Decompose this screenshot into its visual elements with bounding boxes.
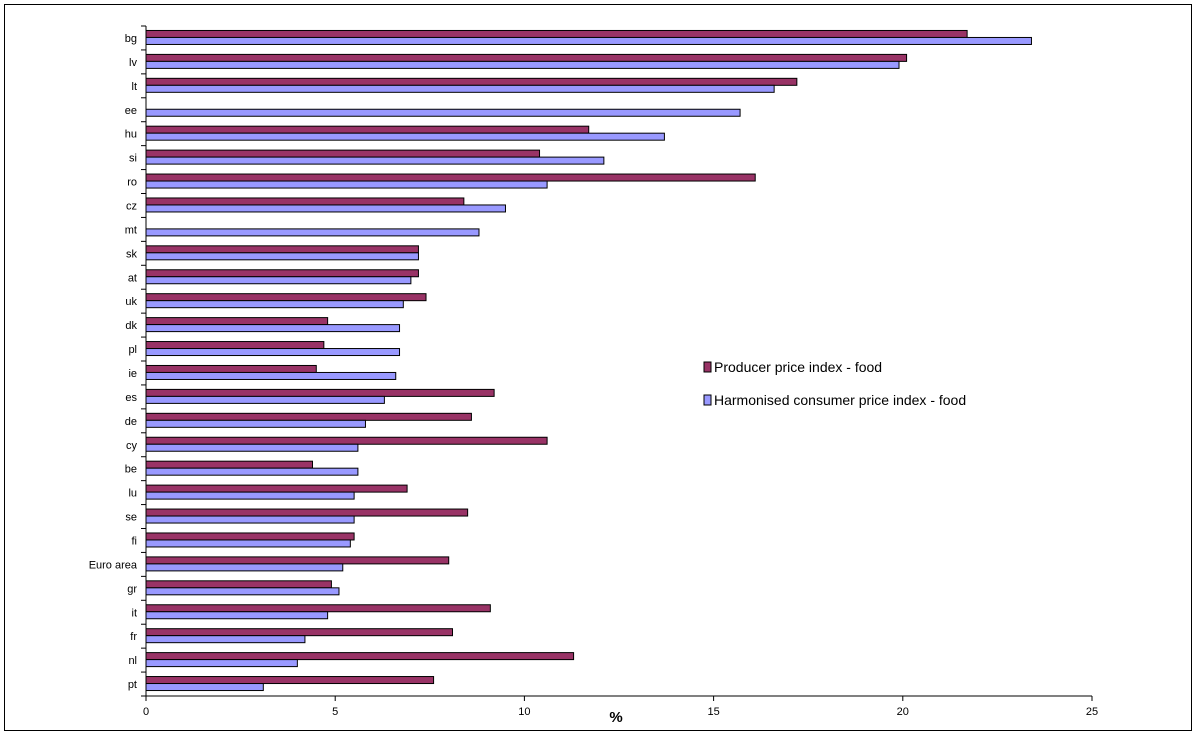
- bar-ppi-sk: [145, 245, 419, 254]
- bar-hicp-se: [145, 515, 355, 524]
- bar-ppi-se: [145, 508, 469, 517]
- bars-group: [145, 29, 1032, 692]
- category-label: fi: [132, 535, 138, 547]
- category-label: cz: [126, 200, 137, 212]
- x-tick-label: 5: [332, 706, 338, 718]
- bar-hicp-fr: [145, 635, 306, 644]
- x-tick-label: 15: [707, 706, 719, 718]
- bar-hicp-ro: [145, 180, 548, 189]
- bar-hicp-cz: [145, 204, 506, 213]
- x-axis-label: %: [609, 709, 622, 726]
- bar-ppi-si: [145, 149, 541, 158]
- bar-hicp-fi: [145, 539, 351, 548]
- bar-hicp-uk: [145, 300, 404, 309]
- bar-ppi-cy: [145, 436, 548, 445]
- bar-ppi-be: [145, 460, 313, 469]
- category-label: Euro area: [89, 559, 138, 571]
- bar-ppi-lv: [145, 53, 908, 62]
- labels-group: bg lv lt ee hu si ro cz mt sk at uk dk pl ie es de cy be lu…: [89, 33, 1098, 726]
- category-label: dk: [125, 320, 137, 332]
- x-tick-label: 0: [143, 706, 149, 718]
- category-label: be: [125, 464, 137, 476]
- category-label: es: [125, 392, 137, 404]
- category-label: si: [129, 153, 137, 165]
- bar-ppi-it: [145, 604, 491, 613]
- bar-ppi-fi: [145, 532, 355, 541]
- bar-hicp-pt: [145, 683, 264, 692]
- category-label: lt: [132, 81, 138, 93]
- category-label: cy: [126, 440, 138, 452]
- bar-ppi-at: [145, 269, 419, 278]
- category-label: lv: [129, 57, 137, 69]
- bar-ppi-lt: [145, 77, 798, 86]
- x-tick-label: 25: [1086, 706, 1098, 718]
- category-label: ie: [128, 368, 137, 380]
- category-label: ee: [125, 105, 137, 117]
- category-label: hu: [125, 129, 137, 141]
- category-label: gr: [127, 583, 137, 595]
- category-label: at: [128, 272, 137, 284]
- bar-hicp-lv: [145, 60, 900, 69]
- bar-ppi-ro: [145, 173, 756, 182]
- legend-swatch-ppi: [703, 361, 712, 373]
- bar-ppi-cz: [145, 197, 465, 206]
- bar-ppi-pt: [145, 676, 435, 685]
- bar-hicp-si: [145, 156, 605, 165]
- bar-ppi-es: [145, 388, 495, 397]
- bar-hicp-ee: [145, 108, 741, 117]
- bar-ppi-pl: [145, 341, 325, 350]
- bar-ppi-ie: [145, 364, 317, 373]
- bar-hicp-euro-area: [145, 563, 344, 572]
- bar-hicp-be: [145, 467, 359, 476]
- legend-label-hicp: Harmonised consumer price index - food: [714, 392, 966, 408]
- bar-hicp-pl: [145, 348, 401, 357]
- category-label: bg: [125, 33, 137, 45]
- category-label: nl: [128, 655, 137, 667]
- bar-hicp-cy: [145, 443, 359, 452]
- bar-ppi-euro-area: [145, 556, 450, 565]
- bar-ppi-uk: [145, 293, 427, 302]
- bar-hicp-ie: [145, 371, 397, 380]
- bar-ppi-gr: [145, 580, 332, 589]
- bar-hicp-nl: [145, 659, 298, 668]
- bar-hicp-bg: [145, 36, 1032, 45]
- category-label: pt: [128, 679, 137, 691]
- category-label: de: [125, 416, 137, 428]
- chart-frame: [4, 4, 1192, 731]
- bar-hicp-hu: [145, 132, 665, 141]
- bar-ppi-hu: [145, 125, 590, 134]
- bar-hicp-dk: [145, 324, 401, 333]
- bar-hicp-at: [145, 276, 412, 285]
- bar-hicp-it: [145, 611, 329, 620]
- category-label: sk: [126, 248, 138, 260]
- bar-ppi-de: [145, 412, 472, 421]
- axes-group: [141, 25, 1093, 701]
- bar-ppi-dk: [145, 317, 329, 326]
- x-tick-label: 20: [897, 706, 909, 718]
- bar-ppi-bg: [145, 29, 968, 38]
- bar-hicp-lu: [145, 491, 355, 500]
- category-label: mt: [125, 224, 137, 236]
- category-label: it: [132, 607, 138, 619]
- category-label: fr: [130, 631, 137, 643]
- bar-ppi-fr: [145, 628, 454, 637]
- bar-ppi-lu: [145, 484, 408, 493]
- category-label: pl: [128, 344, 137, 356]
- category-label: ro: [127, 177, 137, 189]
- bar-hicp-de: [145, 419, 366, 428]
- legend-swatch-hicp: [703, 394, 712, 406]
- legend-label-ppi: Producer price index - food: [714, 359, 882, 375]
- bar-ppi-nl: [145, 652, 575, 661]
- category-label: se: [125, 512, 137, 524]
- legend: Producer price index - food Harmonised co…: [703, 359, 966, 408]
- bar-hicp-mt: [145, 228, 480, 237]
- category-label: uk: [125, 296, 137, 308]
- bar-hicp-sk: [145, 252, 419, 261]
- bar-hicp-gr: [145, 587, 340, 596]
- bar-hicp-lt: [145, 84, 775, 93]
- category-label: lu: [128, 488, 137, 500]
- x-tick-label: 10: [518, 706, 530, 718]
- bar-hicp-es: [145, 395, 385, 404]
